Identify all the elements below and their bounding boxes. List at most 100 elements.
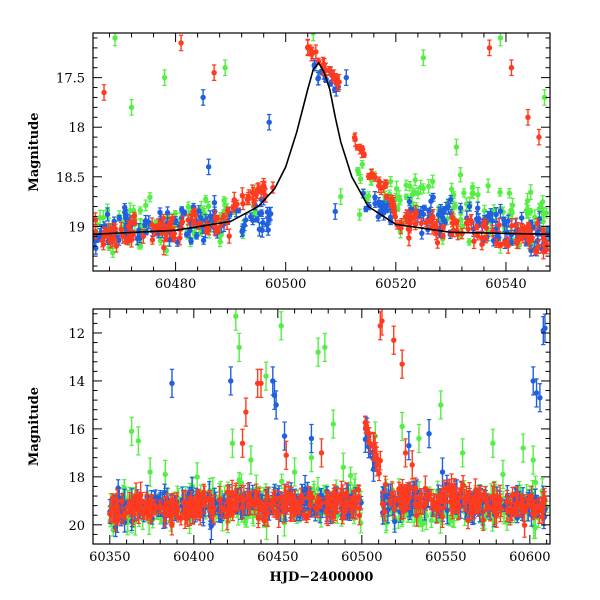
data-point-blue-94 bbox=[183, 231, 190, 238]
x-tick-label: 60480 bbox=[155, 277, 196, 292]
data-point-red-68 bbox=[214, 226, 220, 232]
data-point-green-389 bbox=[233, 313, 239, 319]
data-point-red-99 bbox=[250, 190, 256, 196]
data-point-red-163 bbox=[418, 220, 424, 227]
data-point-red-170 bbox=[430, 214, 436, 220]
data-point-blue-227 bbox=[440, 217, 447, 224]
data-point-red-53 bbox=[113, 243, 120, 249]
data-point-green-395 bbox=[308, 454, 315, 461]
data-point-blue-232 bbox=[332, 208, 338, 215]
data-point-green-13 bbox=[205, 203, 212, 209]
data-point-blue-226 bbox=[376, 200, 383, 206]
data-point-blue-208 bbox=[493, 211, 499, 218]
axes-frame bbox=[92, 32, 551, 272]
data-point-blue-86 bbox=[256, 210, 263, 217]
data-point-red-100 bbox=[234, 201, 240, 207]
data-point-green-385 bbox=[147, 469, 153, 475]
data-point-green-153 bbox=[475, 192, 481, 198]
data-point-red-119 bbox=[329, 73, 336, 80]
data-point-red-147 bbox=[434, 239, 441, 246]
data-point-blue-215 bbox=[384, 202, 390, 208]
data-point-green-401 bbox=[399, 423, 405, 430]
data-point-green-135 bbox=[506, 190, 513, 196]
data-point-green-104 bbox=[457, 172, 464, 178]
data-point-green-383 bbox=[128, 428, 135, 434]
data-point-green-187 bbox=[485, 182, 491, 189]
data-point-blue-40 bbox=[93, 236, 98, 242]
data-point-red-18 bbox=[93, 217, 99, 223]
data-point-red-207 bbox=[479, 235, 485, 241]
data-point-red-211 bbox=[405, 226, 412, 232]
data-point-red-220 bbox=[454, 219, 460, 225]
data-point-blue-79 bbox=[265, 227, 271, 233]
data-point-green-384 bbox=[135, 438, 142, 444]
data-point-green-364 bbox=[417, 518, 423, 525]
data-point-red-173 bbox=[543, 247, 550, 253]
y-tick-label: 18.5 bbox=[56, 171, 85, 186]
data-point-red-149 bbox=[440, 233, 446, 239]
data-point-red-216 bbox=[404, 214, 410, 220]
data-point-green-180 bbox=[450, 192, 457, 198]
data-point-green-33 bbox=[202, 196, 209, 202]
data-point-green-212 bbox=[541, 94, 548, 101]
data-point-red-222 bbox=[463, 220, 470, 226]
data-point-red-179 bbox=[513, 222, 520, 228]
data-point-green-210 bbox=[420, 55, 427, 61]
data-point-red-37 bbox=[189, 212, 195, 218]
data-point-blue-127 bbox=[302, 486, 308, 492]
data-point-green-205 bbox=[128, 104, 135, 111]
plot-area bbox=[107, 309, 550, 541]
lower-panel-light-curve: 60350 60400 60450 60500 60550 606001214161820… bbox=[27, 308, 551, 585]
data-point-blue-61 bbox=[211, 199, 218, 206]
data-point-blue-111 bbox=[315, 75, 322, 81]
y-tick-label: 18 bbox=[68, 121, 85, 136]
data-point-blue-116 bbox=[327, 80, 334, 87]
data-point-red-190 bbox=[413, 210, 420, 217]
data-point-green-391 bbox=[248, 457, 254, 463]
data-point-red-102 bbox=[231, 197, 237, 203]
data-point-red-157 bbox=[474, 224, 480, 230]
data-point-green-84 bbox=[110, 250, 116, 256]
data-point-green-390 bbox=[236, 344, 242, 351]
data-point-blue-101 bbox=[248, 214, 254, 220]
data-point-blue-193 bbox=[435, 212, 442, 218]
data-point-green-16 bbox=[137, 207, 143, 214]
data-point-red-70 bbox=[203, 228, 210, 234]
data-point-blue-87 bbox=[134, 235, 141, 242]
data-point-green-402 bbox=[416, 435, 422, 442]
data-point-blue-102 bbox=[241, 222, 248, 228]
data-point-red-231 bbox=[440, 224, 446, 230]
data-point-blue-50 bbox=[254, 216, 260, 223]
data-point-blue-186 bbox=[466, 203, 473, 210]
data-point-green-329 bbox=[532, 524, 539, 531]
data-point-green-142 bbox=[469, 190, 475, 197]
data-point-red-59 bbox=[212, 214, 219, 220]
data-point-green-399 bbox=[340, 464, 347, 470]
data-point-blue-228 bbox=[473, 216, 480, 222]
data-point-green-386 bbox=[162, 471, 168, 478]
data-point-green-356 bbox=[447, 518, 454, 524]
data-point-red-17 bbox=[177, 235, 183, 241]
data-point-green-151 bbox=[540, 218, 546, 225]
data-point-red-75 bbox=[155, 225, 162, 231]
data-point-red-32 bbox=[93, 228, 99, 235]
data-point-red-54 bbox=[179, 219, 186, 225]
data-point-red-130 bbox=[383, 194, 390, 200]
data-point-red-162 bbox=[423, 220, 429, 226]
data-point-green-388 bbox=[229, 440, 236, 446]
data-point-blue-140 bbox=[518, 215, 525, 221]
data-point-blue-159 bbox=[457, 205, 464, 211]
data-point-green-403 bbox=[438, 402, 444, 408]
data-point-red-137 bbox=[368, 171, 375, 177]
data-point-red-235 bbox=[101, 89, 107, 96]
data-point-red-241 bbox=[536, 134, 542, 140]
data-point-green-206 bbox=[161, 74, 168, 81]
data-point-red-1 bbox=[220, 213, 227, 220]
data-point-green-183 bbox=[524, 198, 531, 204]
data-point-red-227 bbox=[534, 220, 540, 227]
data-point-red-223 bbox=[429, 224, 435, 230]
data-point-blue-200 bbox=[421, 205, 428, 211]
data-point-blue-153 bbox=[372, 200, 378, 207]
data-point-red-186 bbox=[532, 248, 539, 255]
